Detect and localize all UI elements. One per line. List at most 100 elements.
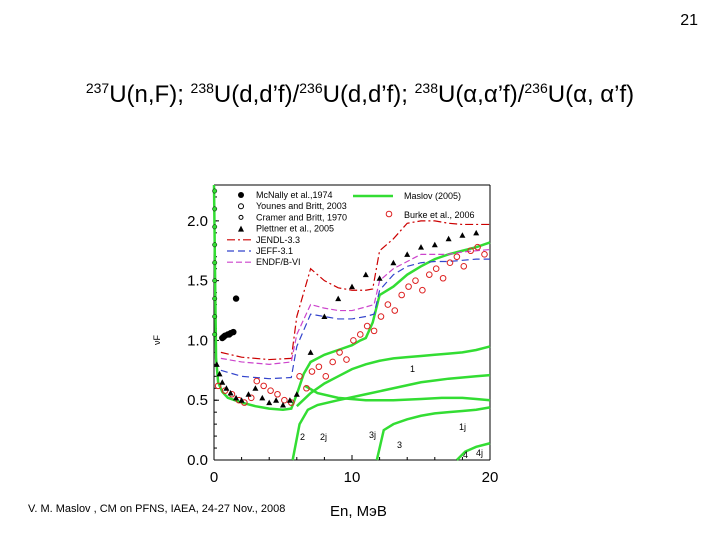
data-point	[212, 278, 218, 284]
data-point	[419, 286, 426, 294]
title-reaction: U(n,F);	[109, 81, 191, 108]
legend-label: Cramer and Britt, 1970	[256, 212, 347, 222]
data-point	[335, 295, 342, 302]
data-point	[349, 283, 355, 290]
data-point	[412, 277, 419, 284]
data-point	[431, 241, 438, 248]
data-point	[212, 314, 218, 319]
x-tick-label: 10	[344, 469, 361, 486]
series-line	[220, 220, 490, 361]
data-point	[274, 390, 281, 398]
data-point	[212, 332, 218, 337]
data-point	[315, 363, 323, 371]
data-point	[481, 251, 488, 258]
legend-marker	[385, 210, 393, 218]
title-isotope-mass: 238	[190, 80, 214, 96]
series-line	[291, 373, 491, 461]
data-point	[467, 247, 474, 255]
series-line	[375, 406, 491, 461]
data-point	[363, 322, 371, 330]
title-isotope-mass: 236	[524, 80, 548, 96]
data-point	[267, 387, 274, 394]
curve-label: 3	[397, 440, 402, 450]
data-point	[432, 265, 440, 272]
series-line	[295, 345, 491, 408]
curve-label: 3j	[369, 430, 376, 440]
title-reaction: U(α, α’f)	[547, 81, 635, 108]
legend-label: Younes and Britt, 2003	[256, 201, 347, 211]
data-point	[474, 243, 481, 251]
curve-label: 2	[300, 432, 305, 442]
data-point	[418, 244, 424, 250]
legend-label: JEFF-3.1	[256, 246, 293, 256]
data-point	[212, 260, 218, 266]
legend-marker	[238, 192, 244, 198]
data-point	[233, 394, 240, 401]
y-axis-label: νF	[152, 335, 162, 346]
legend-label: JENDL-3.3	[256, 235, 300, 245]
title-isotope-mass: 238	[414, 80, 438, 96]
data-point	[281, 396, 288, 404]
data-point	[286, 397, 293, 403]
data-point	[390, 259, 397, 266]
legend-marker	[238, 225, 244, 232]
data-point	[362, 271, 369, 278]
series-line	[304, 384, 491, 402]
data-point	[216, 370, 223, 377]
curve-label: 1j	[459, 422, 466, 432]
data-point	[445, 235, 452, 242]
x-axis-label: En, MэB	[330, 503, 387, 520]
data-point	[307, 349, 314, 355]
curve-label: 4j	[476, 448, 483, 458]
data-point	[273, 397, 280, 403]
data-point	[404, 251, 411, 257]
data-point	[213, 361, 220, 367]
legend-marker	[238, 203, 244, 210]
data-point	[223, 385, 230, 391]
y-tick-label: 2.0	[187, 213, 208, 230]
data-point	[296, 373, 303, 380]
data-point	[322, 373, 330, 380]
data-point	[356, 331, 364, 338]
data-point	[238, 397, 245, 403]
data-point	[425, 271, 433, 278]
data-point	[212, 206, 218, 212]
legend-label: ENDF/B-VI	[256, 257, 301, 267]
data-point	[405, 283, 412, 290]
data-point	[370, 327, 378, 335]
legend-label: Burke et al., 2006	[404, 210, 475, 220]
data-point	[453, 253, 461, 261]
data-point	[398, 291, 405, 299]
series-line	[220, 248, 491, 365]
data-point	[329, 358, 336, 366]
data-point	[460, 263, 468, 270]
curve-label: 4	[463, 450, 468, 460]
data-point	[260, 382, 267, 390]
x-tick-label: 0	[210, 469, 218, 486]
data-point	[303, 384, 310, 392]
y-tick-label: 1.0	[187, 332, 208, 349]
y-tick-label: 1.5	[187, 273, 208, 290]
data-point	[247, 394, 255, 402]
data-point	[232, 295, 240, 302]
data-point	[308, 368, 316, 375]
data-point	[212, 224, 218, 230]
legend-label: Plettner et al., 2005	[256, 224, 334, 234]
data-point	[253, 377, 261, 385]
data-point	[230, 328, 237, 336]
data-point	[227, 390, 234, 396]
data-point	[336, 349, 343, 356]
data-point	[391, 307, 399, 314]
data-point	[219, 379, 226, 385]
data-point	[377, 313, 385, 320]
curve-label: 2j	[320, 432, 327, 442]
data-point	[384, 301, 392, 308]
data-point	[293, 391, 300, 397]
data-point	[212, 188, 218, 194]
data-point	[280, 402, 286, 408]
title-reaction: U(d,d’f);	[322, 81, 415, 108]
data-point	[473, 229, 480, 236]
title-reaction: U(d,d’f)/	[213, 81, 300, 108]
curve-label: 1	[410, 364, 415, 374]
data-point	[350, 337, 357, 344]
